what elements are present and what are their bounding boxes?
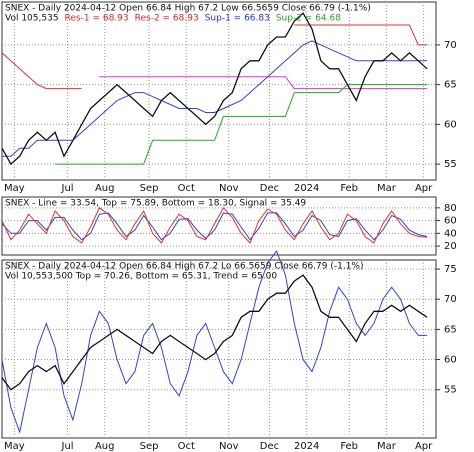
y-tick-label: 65 [444, 80, 457, 91]
y-tick-label: 55 [444, 385, 457, 396]
y-tick-label: 40 [444, 228, 457, 239]
series-line [1, 24, 428, 90]
annotation: Res-2 = 68.93 [135, 14, 199, 24]
x-tick-label: Sep [140, 441, 159, 452]
series-line [1, 12, 428, 166]
x-tick-label: Aug [95, 441, 115, 452]
x-tick-label: Aug [95, 183, 115, 194]
chart-title: SNEX - Daily 2024-04-12 Open 66.84 High … [5, 4, 371, 14]
x-tick-label: Jul [61, 183, 74, 194]
x-tick-label: 2024 [294, 441, 319, 452]
x-tick-label: May [4, 441, 25, 452]
y-tick-label: 60 [444, 216, 457, 227]
y-tick-label: 80 [444, 203, 457, 214]
plot-frame [1, 1, 437, 181]
y-tick-label: 75 [444, 264, 457, 275]
y-tick-label: 60 [444, 119, 457, 130]
x-tick-label: Dec [260, 183, 279, 194]
x-tick-label: Mar [377, 441, 397, 452]
x-tick-label: Jul [61, 441, 74, 452]
series-line [1, 206, 428, 244]
y-tick-label: 70 [444, 40, 457, 51]
plot-frame [1, 196, 437, 256]
annotation: Vol 10,553,500 Top = 70.26, Bottom = 65.… [5, 272, 277, 282]
x-tick-label: Dec [260, 441, 279, 452]
y-tick-label: 55 [444, 159, 457, 170]
x-tick-label: Apr [415, 441, 433, 452]
series-line [55, 84, 428, 165]
annotation: Vol 105,535 [5, 14, 59, 24]
series-line [1, 249, 428, 434]
annotation: Sup-1 = 66.83 [205, 14, 270, 24]
y-tick-label: 70 [444, 294, 457, 305]
chart-title: SNEX - Daily 2024-04-12 Open 66.84 High … [5, 262, 363, 272]
y-tick-label: 20 [444, 241, 457, 252]
x-tick-label: Nov [219, 183, 239, 194]
x-tick-label: Nov [219, 441, 239, 452]
x-tick-label: Feb [340, 441, 358, 452]
y-tick-label: 60 [444, 355, 457, 366]
annotation: Sup-2 = 64.68 [276, 14, 341, 24]
series-line [2, 40, 428, 157]
y-tick-label: 65 [444, 324, 457, 335]
x-tick-label: Oct [178, 441, 195, 452]
x-tick-label: May [4, 183, 25, 194]
series-line [99, 76, 428, 90]
x-tick-label: 2024 [294, 183, 319, 194]
x-tick-label: Feb [340, 183, 358, 194]
x-tick-label: Oct [178, 183, 195, 194]
series-line [1, 274, 428, 391]
x-tick-label: Sep [140, 183, 159, 194]
x-tick-label: Apr [415, 183, 433, 194]
chart-title: SNEX - Line = 33.54, Top = 75.89, Bottom… [5, 199, 306, 209]
plot-frame [1, 259, 437, 439]
annotation: Res-1 = 68.93 [65, 14, 129, 24]
x-tick-label: Mar [377, 183, 397, 194]
series-line [1, 212, 428, 241]
